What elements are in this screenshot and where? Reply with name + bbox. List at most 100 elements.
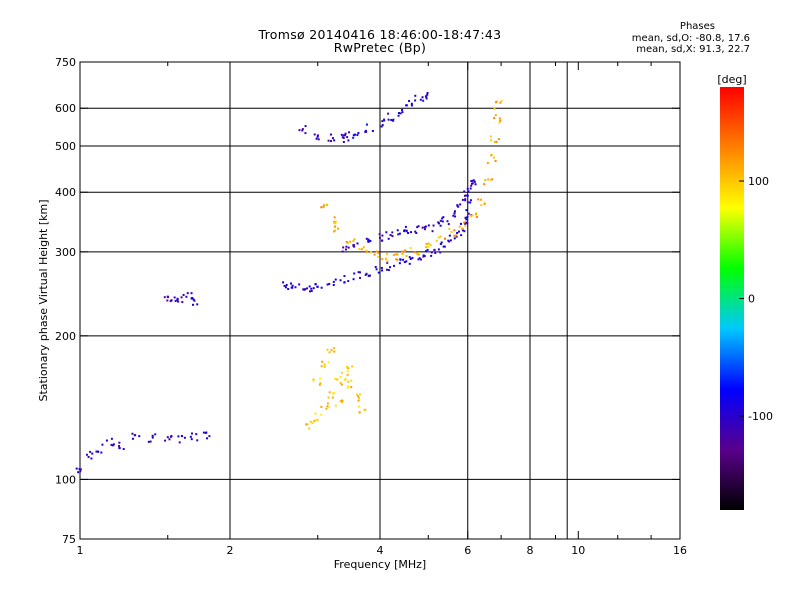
- data-point: [385, 268, 388, 271]
- data-point: [365, 237, 368, 240]
- data-point: [453, 210, 456, 213]
- data-point: [336, 378, 339, 381]
- data-point: [389, 234, 392, 237]
- data-point: [322, 206, 325, 209]
- data-point: [448, 240, 451, 243]
- x-tick-label: 16: [673, 544, 687, 557]
- data-point: [491, 178, 494, 181]
- data-point: [381, 239, 384, 242]
- data-point: [191, 432, 194, 435]
- data-point: [367, 238, 370, 241]
- data-point: [320, 413, 323, 416]
- data-point: [326, 283, 329, 286]
- data-point: [365, 272, 368, 275]
- series-x-mode-F2: [320, 100, 503, 263]
- data-point: [440, 241, 443, 244]
- x-tick-label: 6: [464, 544, 471, 557]
- colorbar-tick-label: -100: [748, 410, 773, 423]
- data-point: [298, 283, 301, 286]
- data-point: [164, 439, 167, 442]
- data-point: [78, 468, 81, 471]
- data-point: [358, 405, 361, 408]
- data-point: [471, 214, 474, 217]
- data-point: [315, 137, 318, 140]
- data-point: [490, 154, 493, 157]
- data-point: [282, 281, 285, 284]
- data-point: [334, 229, 337, 232]
- data-point: [419, 98, 422, 101]
- data-point: [346, 373, 349, 376]
- chart-title: Tromsø 20140416 18:46:00-18:47:43: [258, 27, 502, 42]
- data-point: [177, 435, 180, 438]
- data-point: [427, 242, 430, 245]
- data-point: [457, 230, 460, 233]
- data-point: [371, 130, 374, 133]
- data-point: [319, 382, 322, 385]
- data-point: [442, 216, 445, 219]
- data-point: [466, 187, 469, 190]
- data-point: [330, 133, 333, 136]
- data-point: [111, 444, 114, 447]
- data-point: [333, 347, 336, 350]
- data-point: [460, 234, 463, 237]
- data-point: [206, 437, 209, 440]
- data-point: [405, 104, 408, 107]
- x-tick-label: 2: [227, 544, 234, 557]
- data-point: [396, 258, 399, 261]
- data-point: [149, 440, 152, 443]
- data-point: [77, 471, 80, 474]
- data-point: [294, 286, 297, 289]
- data-point: [368, 274, 371, 277]
- data-point: [339, 375, 342, 378]
- data-point: [399, 112, 402, 115]
- data-point: [327, 361, 330, 364]
- stats-x-mode: mean, sd,X: 91.3, 22.7: [636, 44, 750, 55]
- data-point: [426, 248, 429, 251]
- data-point: [359, 276, 362, 279]
- data-point: [341, 371, 344, 374]
- data-point: [79, 468, 82, 471]
- data-point: [151, 436, 154, 439]
- data-point: [97, 450, 100, 453]
- data-point: [463, 190, 466, 193]
- data-point: [423, 226, 426, 229]
- data-point: [469, 187, 472, 190]
- data-point: [446, 220, 449, 223]
- data-point: [311, 422, 314, 425]
- data-point: [424, 246, 427, 249]
- data-point: [134, 434, 137, 437]
- data-point: [334, 404, 337, 407]
- data-point: [449, 239, 452, 242]
- data-point: [427, 245, 430, 248]
- data-point: [178, 441, 181, 444]
- stats-o-mode: mean, sd,O: -80.8, 17.6: [631, 33, 750, 44]
- data-point: [333, 139, 336, 142]
- data-point: [439, 235, 442, 238]
- data-point: [441, 217, 444, 220]
- data-point: [464, 216, 467, 219]
- data-point: [439, 243, 442, 246]
- data-point: [323, 363, 326, 366]
- data-point: [305, 423, 308, 426]
- data-point: [306, 423, 309, 426]
- data-point: [431, 230, 434, 233]
- data-point: [441, 220, 444, 223]
- data-point: [370, 250, 373, 253]
- data-point: [355, 393, 358, 396]
- data-point: [464, 199, 467, 202]
- data-point: [426, 93, 429, 96]
- data-point: [131, 437, 134, 440]
- data-point: [396, 253, 399, 256]
- data-point: [313, 133, 316, 136]
- data-point: [400, 250, 403, 253]
- data-point: [477, 198, 480, 201]
- data-point: [358, 411, 361, 414]
- data-point: [333, 230, 336, 233]
- data-point: [341, 250, 344, 253]
- data-point: [339, 381, 342, 384]
- data-point: [448, 227, 451, 230]
- data-point: [430, 254, 433, 257]
- data-point: [344, 378, 347, 381]
- data-point: [208, 435, 211, 438]
- data-point: [166, 436, 169, 439]
